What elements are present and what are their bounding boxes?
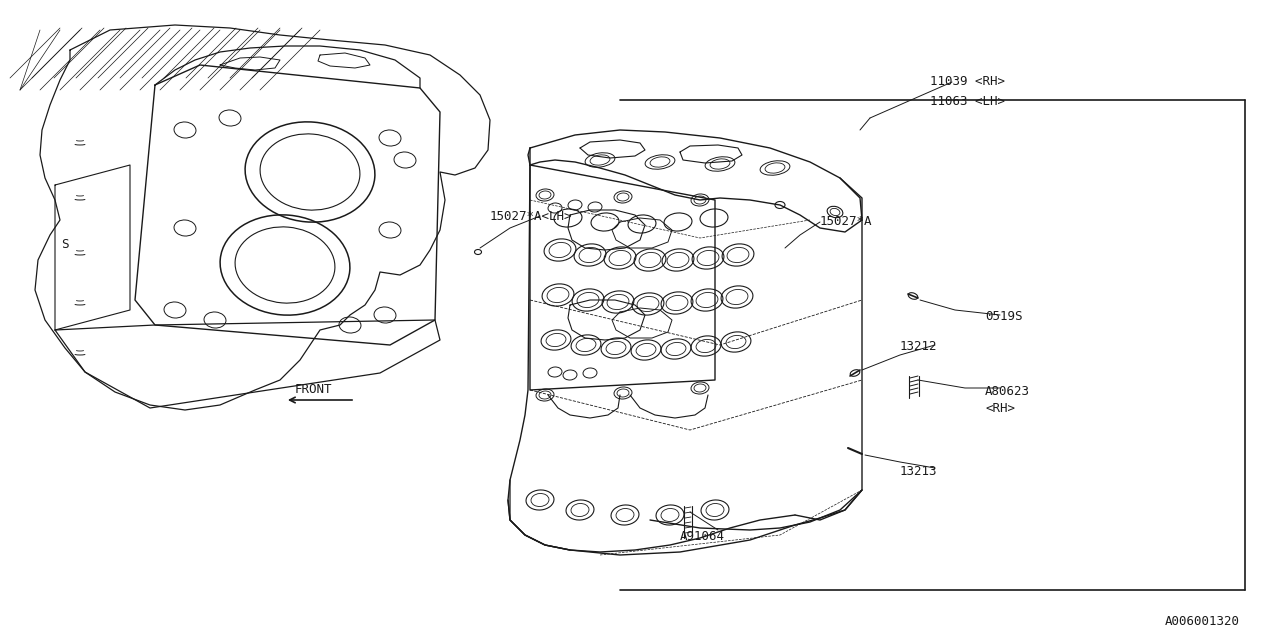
Text: 13213: 13213 bbox=[900, 465, 937, 478]
Text: 11039 <RH>: 11039 <RH> bbox=[931, 75, 1005, 88]
Text: FRONT: FRONT bbox=[294, 383, 333, 396]
Text: <RH>: <RH> bbox=[986, 402, 1015, 415]
Text: 15027*A: 15027*A bbox=[820, 215, 873, 228]
Text: 13212: 13212 bbox=[900, 340, 937, 353]
Text: A91064: A91064 bbox=[680, 530, 724, 543]
Text: A80623: A80623 bbox=[986, 385, 1030, 398]
Text: 0519S: 0519S bbox=[986, 310, 1023, 323]
Text: 15027*A<LH>: 15027*A<LH> bbox=[490, 210, 572, 223]
Text: A006001320: A006001320 bbox=[1165, 615, 1240, 628]
Text: S: S bbox=[61, 239, 69, 252]
Text: 11063 <LH>: 11063 <LH> bbox=[931, 95, 1005, 108]
